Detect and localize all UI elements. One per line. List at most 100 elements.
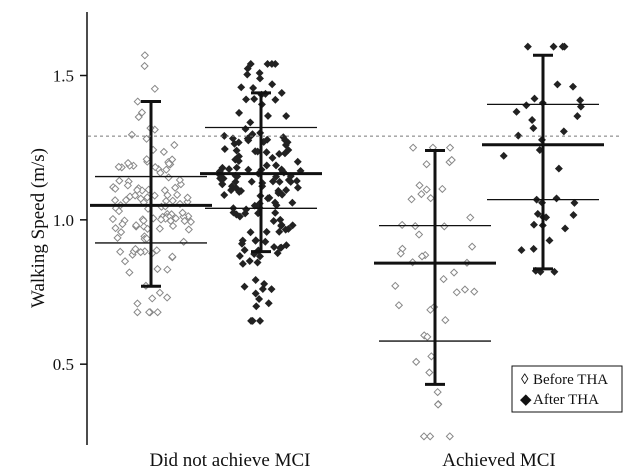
after-tha-point: [240, 282, 249, 291]
before-tha-point: [468, 242, 477, 251]
after-tha-point: [274, 186, 283, 195]
before-tha-point: [116, 228, 126, 237]
after-tha-point: [561, 224, 570, 233]
after-tha-point: [256, 74, 264, 83]
before-tha-point: [155, 288, 164, 297]
before-tha-point: [449, 268, 459, 277]
after-tha-point: [229, 208, 238, 217]
after-tha-point: [251, 236, 260, 245]
y-tick-label: 1.5: [53, 67, 74, 86]
after-tha-point: [232, 146, 241, 155]
legend-after-symbol: ◆: [520, 392, 532, 408]
after-tha-point: [258, 285, 267, 293]
legend-before-symbol: ◊: [521, 372, 529, 388]
after-tha-point: [250, 201, 259, 210]
after-tha-point: [286, 177, 295, 186]
after-tha-point: [293, 183, 302, 192]
after-tha-point: [530, 94, 539, 103]
before-tha-point: [145, 308, 154, 317]
before-tha-point: [140, 61, 149, 71]
after-tha-point: [269, 217, 278, 225]
before-tha-point: [417, 190, 426, 199]
after-tha-point: [252, 302, 261, 311]
after-tha-point: [514, 131, 523, 140]
after-tha-point: [282, 186, 291, 195]
category-label-did-not-achieve: Did not achieve MCI: [150, 450, 311, 471]
before-tha-point: [116, 247, 125, 256]
before-tha-point: [419, 432, 429, 441]
before-tha-point: [133, 308, 142, 317]
before-tha-point: [183, 193, 192, 202]
y-tick-label: 0.5: [53, 355, 74, 374]
before-tha-point: [415, 181, 424, 190]
before-tha-point: [175, 175, 184, 185]
before-tha-point: [433, 400, 443, 409]
after-tha-point: [234, 157, 243, 165]
before-tha-point: [398, 220, 407, 230]
before-tha-point: [156, 215, 166, 224]
after-tha-point: [533, 209, 542, 218]
before-tha-point: [125, 268, 134, 277]
before-tha-point: [142, 234, 151, 243]
before-tha-point: [422, 160, 431, 169]
after-tha-point: [281, 225, 290, 234]
before-tha-point: [134, 112, 143, 122]
before-tha-point: [439, 274, 448, 284]
before-tha-point: [111, 224, 120, 233]
after-tha-point: [271, 208, 280, 217]
after-tha-point: [251, 289, 260, 298]
before-tha-point: [426, 432, 435, 441]
after-tha-point: [271, 198, 280, 207]
after-tha-point: [264, 299, 273, 308]
after-tha-point: [234, 138, 243, 147]
after-tha-point: [262, 227, 271, 236]
before-tha-point: [447, 155, 456, 165]
after-tha-point: [246, 228, 255, 237]
after-tha-point: [573, 112, 582, 121]
legend: ◊ Before THA ◆ After THA: [511, 365, 623, 413]
after-tha-point: [293, 157, 302, 166]
before-tha-point: [426, 305, 435, 314]
before-tha-point: [426, 194, 435, 203]
before-tha-point: [168, 196, 177, 205]
after-tha-point: [512, 107, 521, 116]
after-tha-point: [282, 112, 291, 121]
before-tha-point: [160, 186, 170, 195]
after-tha-point: [271, 95, 280, 104]
before-tha-point: [178, 208, 187, 217]
before-tha-point: [150, 84, 159, 93]
after-tha-point: [235, 108, 244, 117]
before-tha-point: [164, 159, 174, 168]
after-tha-point: [517, 246, 526, 255]
after-tha-point: [550, 267, 559, 276]
before-tha-point: [133, 299, 142, 308]
before-tha-point: [118, 220, 127, 229]
before-tha-point: [111, 184, 120, 193]
after-tha-point: [241, 209, 250, 218]
before-tha-point: [460, 285, 470, 294]
before-tha-point: [186, 217, 196, 227]
before-tha-point: [440, 222, 449, 231]
after-tha-point: [246, 59, 255, 68]
after-tha-point: [558, 42, 567, 51]
error-bars-layer: [90, 53, 604, 386]
before-tha-point: [414, 230, 424, 239]
after-tha-point: [282, 241, 291, 250]
after-tha-point: [237, 83, 246, 92]
after-tha-point: [272, 172, 281, 181]
after-tha-point: [275, 227, 284, 236]
before-tha-point: [114, 162, 123, 171]
after-tha-point: [529, 220, 538, 229]
legend-after-label: After THA: [533, 392, 599, 408]
after-tha-point: [245, 257, 254, 265]
before-tha-point: [152, 246, 161, 255]
before-tha-point: [173, 190, 182, 199]
after-tha-point: [243, 70, 252, 79]
before-tha-point: [184, 225, 193, 234]
before-tha-point: [153, 264, 162, 274]
after-tha-point: [240, 246, 249, 255]
after-tha-point: [528, 116, 537, 124]
before-tha-point: [391, 281, 400, 290]
after-tha-point: [559, 127, 568, 136]
